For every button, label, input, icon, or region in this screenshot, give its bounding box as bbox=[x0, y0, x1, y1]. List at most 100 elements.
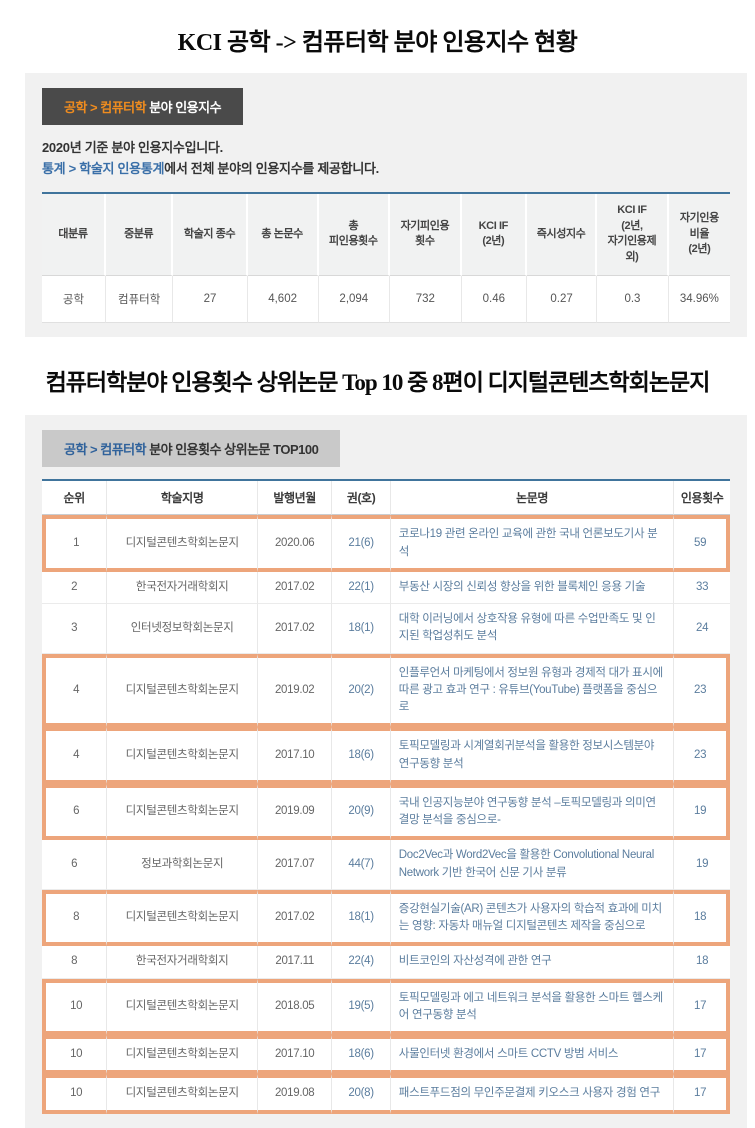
citations-cell: 19 bbox=[674, 783, 730, 841]
vol-issue-cell: 19(5) bbox=[332, 978, 391, 1036]
citations-cell: 23 bbox=[674, 653, 730, 728]
paper-title-cell[interactable]: Doc2Vec과 Word2Vec을 활용한 Convolutional Neu… bbox=[390, 840, 675, 890]
table-row: 10 디지털콘텐츠학회논문지 2017.10 18(6) 사물인터넷 환경에서 … bbox=[42, 1035, 730, 1075]
rank-cell: 10 bbox=[42, 978, 108, 1036]
self-cited-cell: 732 bbox=[390, 276, 462, 324]
date-cell: 2019.09 bbox=[258, 783, 333, 841]
breadcrumb-category: 공학 > 컴퓨터학 bbox=[64, 442, 147, 458]
vol-issue-cell: 18(1) bbox=[332, 604, 391, 654]
journal-cell: 디지털콘텐츠학회논문지 bbox=[107, 515, 259, 572]
immediacy-index-cell: 0.27 bbox=[527, 276, 598, 324]
rank-cell: 6 bbox=[42, 783, 108, 841]
paper-title-cell[interactable]: 토픽모델링과 에고 네트워크 분석을 활용한 스마트 헬스케어 연구동향 분석 bbox=[390, 978, 675, 1036]
table-row: 6 디지털콘텐츠학회논문지 2019.09 20(9) 국내 인공지능분야 연구… bbox=[42, 783, 730, 841]
rank-cell: 8 bbox=[42, 889, 108, 947]
table-row: 8 한국전자거래학회지 2017.11 22(4) 비트코인의 자산성격에 관한… bbox=[42, 946, 730, 979]
date-cell: 2017.02 bbox=[258, 889, 333, 947]
vol-issue-cell: 21(6) bbox=[332, 515, 391, 572]
paper-title-cell[interactable]: 사물인터넷 환경에서 스마트 CCTV 방범 서비스 bbox=[390, 1035, 675, 1075]
citations-cell: 19 bbox=[674, 840, 730, 890]
vol-issue-cell: 20(2) bbox=[332, 653, 391, 728]
description-line-2-rest: 에서 전체 분야의 인용지수를 제공합니다. bbox=[164, 160, 379, 176]
top100-table: 순위 학술지명 발행년월 권(호) 논문명 인용횟수 1 디지털콘텐츠학회논문지… bbox=[42, 479, 730, 1114]
vol-issue-cell: 22(1) bbox=[332, 571, 391, 605]
rank-cell: 3 bbox=[42, 604, 108, 654]
journal-count-cell: 27 bbox=[173, 276, 248, 324]
col-header-citations: 인용횟수 bbox=[674, 481, 730, 516]
col-header: 자기피인용 횟수 bbox=[390, 193, 462, 277]
col-header-vol: 권(호) bbox=[332, 481, 391, 516]
self-citation-rate-cell: 34.96% bbox=[668, 276, 730, 324]
rank-cell: 8 bbox=[42, 946, 108, 979]
citations-cell: 23 bbox=[674, 727, 730, 784]
col-header: 총 피인용횟수 bbox=[318, 193, 391, 277]
section1-breadcrumb-badge: 공학 > 컴퓨터학 분야 인용지수 bbox=[42, 88, 244, 125]
citations-cell: 17 bbox=[674, 978, 730, 1036]
rank-cell: 10 bbox=[42, 1074, 108, 1114]
journal-cell: 디지털콘텐츠학회논문지 bbox=[107, 783, 259, 841]
date-cell: 2017.10 bbox=[258, 1035, 333, 1075]
table-row: 6 정보과학회논문지 2017.07 44(7) Doc2Vec과 Word2V… bbox=[42, 840, 730, 890]
col-header-title: 논문명 bbox=[390, 481, 675, 516]
badge-label: 분야 인용지수 bbox=[146, 100, 222, 115]
paper-title-cell[interactable]: 패스트푸드점의 무인주문결제 키오스크 사용자 경험 연구 bbox=[390, 1074, 675, 1114]
description-line-2: 통계 > 학술지 인용통계에서 전체 분야의 인용지수를 제공합니다. bbox=[42, 159, 730, 180]
description-line-1: 2020년 기준 분야 인용지수입니다. bbox=[42, 140, 223, 155]
col-header-rank: 순위 bbox=[42, 481, 108, 516]
page-title-top10: 컴퓨터학분야 인용횟수 상위논문 Top 10 중 8편이 디지털콘텐츠학회논문… bbox=[45, 370, 711, 396]
paper-title-cell[interactable]: 토픽모델링과 시계열회귀분석을 활용한 정보시스템분야 연구동향 분석 bbox=[390, 727, 675, 784]
col-header: 자기인용 비율 (2년) bbox=[668, 193, 730, 277]
total-cited-cell: 2,094 bbox=[318, 276, 391, 324]
journal-cell: 한국전자거래학회지 bbox=[107, 946, 259, 979]
journal-cell: 한국전자거래학회지 bbox=[107, 571, 259, 605]
vol-issue-cell: 22(4) bbox=[332, 946, 391, 979]
citation-index-table: 대분류 중분류 학술지 종수 총 논문수 총 피인용횟수 자기피인용 횟수 KC… bbox=[42, 191, 730, 324]
table-header-row: 대분류 중분류 학술지 종수 총 논문수 총 피인용횟수 자기피인용 횟수 KC… bbox=[42, 193, 730, 277]
col-header: 총 논문수 bbox=[247, 193, 319, 277]
date-cell: 2020.06 bbox=[258, 515, 333, 572]
rank-cell: 6 bbox=[42, 840, 108, 890]
date-cell: 2019.02 bbox=[258, 653, 333, 728]
date-cell: 2017.10 bbox=[258, 727, 333, 784]
paper-title-cell[interactable]: 비트코인의 자산성격에 관한 연구 bbox=[390, 946, 675, 979]
date-cell: 2019.08 bbox=[258, 1074, 333, 1114]
paper-title-cell[interactable]: 인플루언서 마케팅에서 정보원 유형과 경제적 대가 표시에 따른 광고 효과 … bbox=[390, 653, 675, 728]
badge-label: 분야 인용횟수 상위논문 TOP100 bbox=[146, 442, 319, 458]
vol-issue-cell: 44(7) bbox=[332, 840, 391, 890]
page-title-citation-index: KCI 공학 -> 컴퓨터학 분야 인용지수 현황 bbox=[177, 30, 578, 56]
rank-cell: 4 bbox=[42, 653, 108, 728]
journal-cell: 디지털콘텐츠학회논문지 bbox=[107, 727, 259, 784]
table-row: 4 디지털콘텐츠학회논문지 2017.10 18(6) 토픽모델링과 시계열회귀… bbox=[42, 727, 730, 784]
table-row: 4 디지털콘텐츠학회논문지 2019.02 20(2) 인플루언서 마케팅에서 … bbox=[42, 653, 730, 728]
section1-description: 2020년 기준 분야 인용지수입니다. 통계 > 학술지 인용통계에서 전체 … bbox=[42, 138, 730, 180]
vol-issue-cell: 20(8) bbox=[332, 1074, 391, 1114]
table-header-row: 순위 학술지명 발행년월 권(호) 논문명 인용횟수 bbox=[42, 481, 730, 516]
col-header-date: 발행년월 bbox=[258, 481, 333, 516]
journal-cell: 디지털콘텐츠학회논문지 bbox=[107, 1035, 259, 1075]
statistics-link[interactable]: 통계 > 학술지 인용통계 bbox=[42, 160, 165, 176]
citation-index-section: 공학 > 컴퓨터학 분야 인용지수 2020년 기준 분야 인용지수입니다. 통… bbox=[25, 73, 747, 338]
citations-cell: 24 bbox=[674, 604, 730, 654]
journal-cell: 정보과학회논문지 bbox=[107, 840, 259, 890]
journal-cell: 디지털콘텐츠학회논문지 bbox=[107, 978, 259, 1036]
col-header-journal: 학술지명 bbox=[107, 481, 259, 516]
col-header: KCI IF (2년, 자기인용제 외) bbox=[597, 193, 669, 277]
col-header: 대분류 bbox=[42, 193, 106, 277]
paper-title-cell[interactable]: 코로나19 관련 온라인 교육에 관한 국내 언론보도기사 분석 bbox=[390, 515, 675, 572]
journal-cell: 디지털콘텐츠학회논문지 bbox=[107, 889, 259, 947]
journal-cell: 인터넷정보학회논문지 bbox=[107, 604, 259, 654]
citations-cell: 18 bbox=[674, 889, 730, 947]
top100-section: 공학 > 컴퓨터학 분야 인용횟수 상위논문 TOP100 순위 학술지명 발행… bbox=[25, 415, 747, 1128]
paper-count-cell: 4,602 bbox=[247, 276, 319, 324]
citations-cell: 33 bbox=[674, 572, 730, 605]
paper-title-cell[interactable]: 국내 인공지능분야 연구동향 분석 –토픽모델링과 의미연결망 분석을 중심으로… bbox=[390, 783, 675, 841]
journal-cell: 디지털콘텐츠학회논문지 bbox=[107, 653, 259, 728]
paper-title-cell[interactable]: 증강현실기술(AR) 콘텐츠가 사용자의 학습적 효과에 미치는 영향: 자동차… bbox=[390, 889, 675, 947]
col-header: 중분류 bbox=[105, 193, 174, 277]
paper-title-cell[interactable]: 부동산 시장의 신뢰성 향상을 위한 블록체인 응용 기술 bbox=[390, 571, 675, 605]
vol-issue-cell: 18(6) bbox=[332, 727, 391, 784]
rank-cell: 10 bbox=[42, 1035, 108, 1075]
citations-cell: 17 bbox=[674, 1035, 730, 1075]
paper-title-cell[interactable]: 대학 이러닝에서 상호작용 유형에 따른 수업만족도 및 인지된 학업성취도 분… bbox=[390, 604, 675, 654]
vol-issue-cell: 20(9) bbox=[332, 783, 391, 841]
